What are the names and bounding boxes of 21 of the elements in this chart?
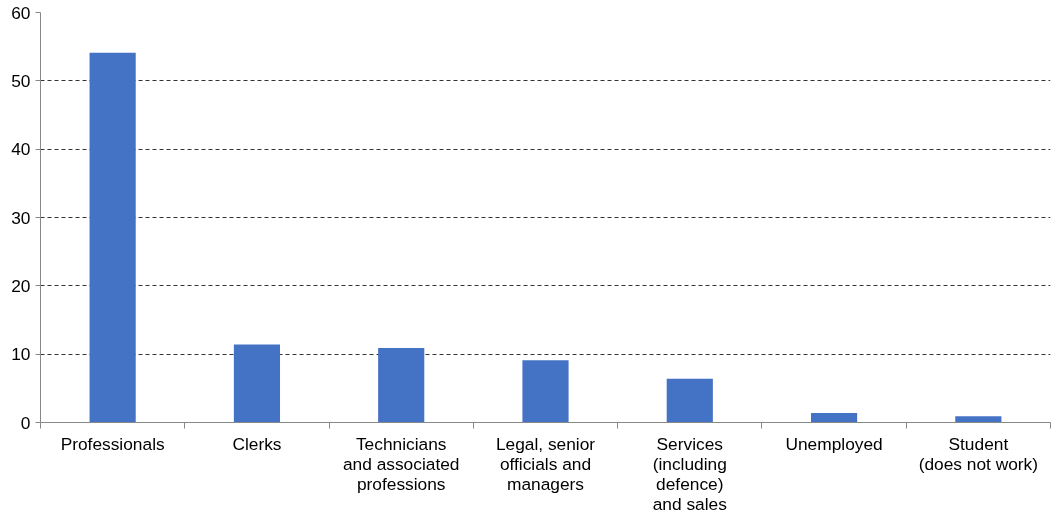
bar <box>233 344 281 423</box>
x-tick-label: Professionals <box>60 433 165 454</box>
x-tick-label: Clerks <box>232 433 282 454</box>
y-tick-label: 60 <box>11 2 31 23</box>
y-tick-label: 0 <box>20 412 31 433</box>
bar <box>666 378 713 423</box>
bar <box>810 412 858 423</box>
bar <box>955 416 1002 423</box>
x-tick-label: Unemployed <box>785 433 883 454</box>
y-tick-label: 10 <box>11 344 31 365</box>
y-tick-label: 40 <box>11 139 31 160</box>
bar <box>378 348 425 423</box>
bar <box>89 52 136 423</box>
x-tick-label: Legal, senior officials and managers <box>495 433 596 494</box>
x-tick-label: Technicians and associated professions <box>342 433 460 494</box>
y-tick-label: 50 <box>11 70 31 91</box>
bar <box>522 360 569 423</box>
y-tick-label: 20 <box>11 275 31 296</box>
x-tick-label: Services (including defence) and sales <box>652 433 728 514</box>
y-tick-label: 30 <box>11 207 31 228</box>
x-tick-label: Student (does not work) <box>918 433 1039 474</box>
